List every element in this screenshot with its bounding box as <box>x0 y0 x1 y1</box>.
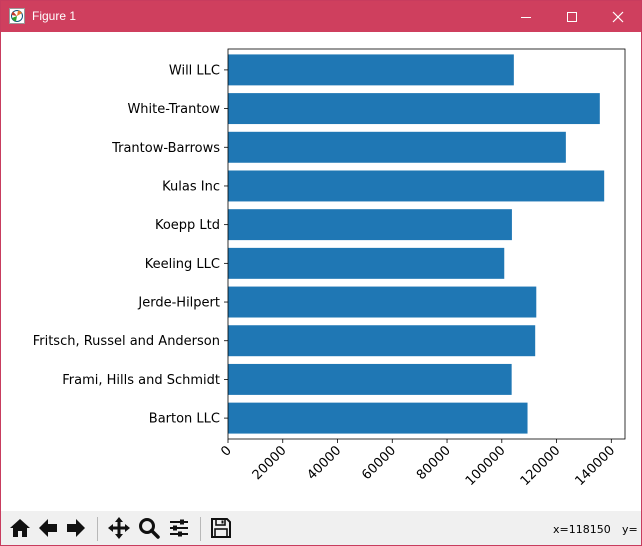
bar <box>228 402 528 434</box>
toolbar-separator <box>200 517 201 541</box>
y-tick-label: Koepp Ltd <box>155 218 220 233</box>
close-icon <box>612 11 624 22</box>
configure-subplots-button[interactable] <box>165 514 193 542</box>
x-tick-label: 40000 <box>304 443 344 483</box>
figure-canvas[interactable]: Barton LLC Frami, Hills and Schmidt Fritsc… <box>1 32 641 511</box>
bar <box>228 131 566 163</box>
bar <box>228 247 505 279</box>
y-tick-label: Jerde-Hilpert <box>137 296 220 311</box>
y-tick-label: Frami, Hills and Schmidt <box>62 373 220 388</box>
bar <box>228 170 605 202</box>
zoom-button[interactable] <box>135 514 163 542</box>
y-tick-label: Kulas Inc <box>162 179 220 194</box>
bar-chart: Barton LLC Frami, Hills and Schmidt Fritsc… <box>33 48 626 489</box>
configure-subplots-icon <box>170 519 188 537</box>
y-tick-label: Will LLC <box>169 63 220 78</box>
save-button[interactable] <box>207 514 235 542</box>
toolbar-separator <box>97 517 98 541</box>
y-tick-label: Barton LLC <box>149 412 220 427</box>
x-coordinate-readout: x=118150 <box>553 523 611 536</box>
title-bar: Figure 1 <box>1 1 641 32</box>
home-button[interactable] <box>6 514 34 542</box>
maximize-icon <box>567 11 577 22</box>
x-tick-label: 120000 <box>518 443 564 489</box>
y-coordinate-readout: y= <box>622 523 638 536</box>
x-tick-label: 140000 <box>572 443 618 489</box>
forward-button[interactable] <box>62 514 90 542</box>
bar <box>228 325 536 357</box>
y-tick-label: White-Trantow <box>127 102 220 117</box>
minimize-icon <box>521 16 531 18</box>
y-tick-label: Fritsch, Russel and Anderson <box>33 334 220 349</box>
close-button[interactable] <box>595 1 641 32</box>
bar <box>228 209 512 241</box>
x-tick-label: 0 <box>218 443 234 459</box>
y-tick-label: Trantow-Barrows <box>111 141 220 156</box>
bar <box>228 93 600 125</box>
bar <box>228 286 537 318</box>
bar <box>228 54 514 86</box>
x-tick-label: 20000 <box>250 443 290 483</box>
pan-icon <box>108 517 130 539</box>
navigation-toolbar: x=118150 y= <box>1 511 641 545</box>
axes-frame <box>227 48 626 440</box>
zoom-icon <box>139 518 160 539</box>
bar <box>228 363 512 395</box>
home-icon <box>10 519 30 537</box>
pan-button[interactable] <box>105 514 133 542</box>
x-tick-label: 80000 <box>414 443 454 483</box>
y-tick-label: Keeling LLC <box>145 257 220 272</box>
back-button[interactable] <box>34 514 62 542</box>
window-title: Figure 1 <box>32 9 77 23</box>
x-tick-label: 60000 <box>359 443 399 483</box>
x-tick-label: 100000 <box>463 443 509 489</box>
maximize-button[interactable] <box>549 1 595 32</box>
back-arrow-icon <box>39 519 57 537</box>
matplotlib-app-icon <box>9 8 25 24</box>
forward-arrow-icon <box>67 519 85 537</box>
save-icon <box>211 518 231 538</box>
minimize-button[interactable] <box>503 1 549 32</box>
